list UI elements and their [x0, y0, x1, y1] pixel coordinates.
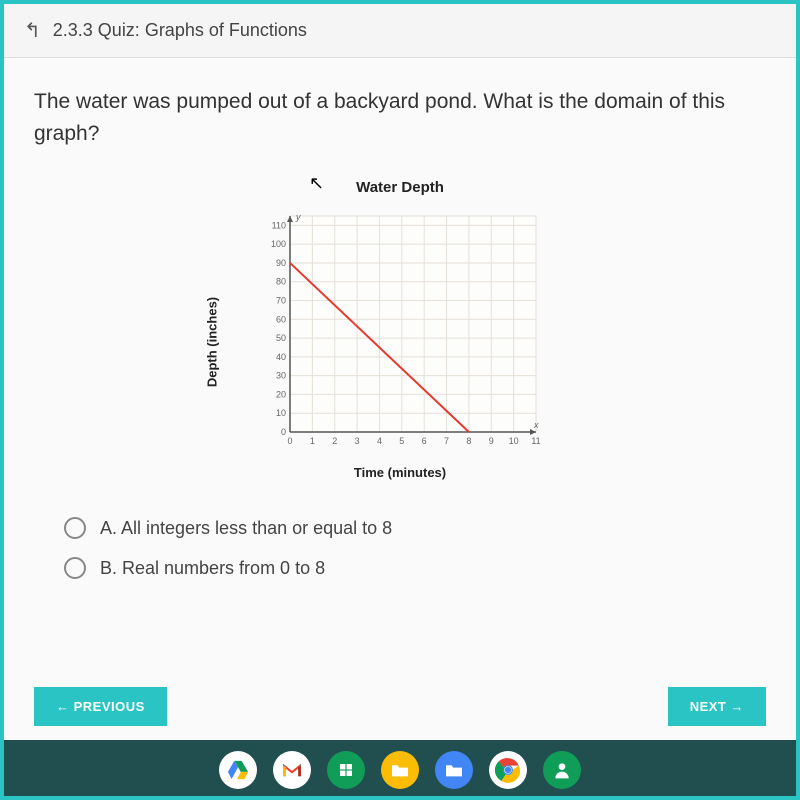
svg-text:1: 1: [310, 436, 315, 446]
svg-text:0: 0: [287, 436, 292, 446]
question-text: The water was pumped out of a backyard p…: [34, 86, 766, 149]
svg-text:11: 11: [531, 436, 540, 446]
chart-wrapper: Depth (inches) yx01020304050607080901001…: [250, 204, 550, 480]
radio-icon[interactable]: [64, 557, 86, 579]
svg-text:5: 5: [399, 436, 404, 446]
sheets-icon[interactable]: [327, 751, 365, 789]
svg-text:8: 8: [466, 436, 471, 446]
answer-b-label: B. Real numbers from 0 to 8: [100, 558, 325, 579]
svg-text:10: 10: [509, 436, 519, 446]
taskbar: [4, 740, 796, 796]
svg-text:10: 10: [276, 408, 286, 418]
drive-icon[interactable]: [219, 751, 257, 789]
svg-text:20: 20: [276, 389, 286, 399]
radio-icon[interactable]: [64, 517, 86, 539]
page-container: ↰ 2.3.3 Quiz: Graphs of Functions The wa…: [4, 4, 796, 740]
x-axis-label: Time (minutes): [250, 465, 550, 480]
svg-text:4: 4: [377, 436, 382, 446]
svg-text:60: 60: [276, 314, 286, 324]
svg-text:70: 70: [276, 296, 286, 306]
user-icon[interactable]: [543, 751, 581, 789]
answer-option-a[interactable]: A. All integers less than or equal to 8: [64, 517, 766, 539]
svg-text:x: x: [533, 420, 539, 430]
svg-text:100: 100: [271, 239, 286, 249]
chart-container: Water Depth Depth (inches) yx01020304050…: [34, 179, 766, 482]
chart-title: Water Depth: [34, 179, 766, 196]
line-chart: y x 0 10 20 30 40 50 60 70 80 90 100 110 0 1 2 3 4 5 6 7 8 9 10 1…: [250, 204, 550, 454]
answer-option-b[interactable]: B. Real numbers from 0 to 8: [64, 557, 766, 579]
svg-text:50: 50: [276, 333, 286, 343]
svg-text:40: 40: [276, 352, 286, 362]
browser-frame: ↰ 2.3.3 Quiz: Graphs of Functions The wa…: [0, 0, 800, 800]
folder-icon[interactable]: [435, 751, 473, 789]
svg-text:6: 6: [422, 436, 427, 446]
back-arrow-icon[interactable]: ↰: [24, 18, 41, 43]
files-icon[interactable]: [381, 751, 419, 789]
answer-list: A. All integers less than or equal to 8 …: [64, 517, 766, 579]
svg-text:2: 2: [332, 436, 337, 446]
svg-text:7: 7: [444, 436, 449, 446]
svg-text:y: y: [295, 212, 301, 222]
svg-text:80: 80: [276, 277, 286, 287]
answer-a-label: A. All integers less than or equal to 8: [100, 518, 392, 539]
cursor-icon: ↖: [309, 173, 324, 194]
next-button[interactable]: NEXT →: [668, 687, 766, 726]
breadcrumb: 2.3.3 Quiz: Graphs of Functions: [53, 20, 307, 41]
previous-button[interactable]: ← PREVIOUS: [34, 687, 167, 726]
svg-text:90: 90: [276, 258, 286, 268]
svg-text:110: 110: [272, 220, 286, 230]
y-axis-label: Depth (inches): [205, 297, 220, 387]
gmail-icon[interactable]: [273, 751, 311, 789]
content-area: The water was pumped out of a backyard p…: [4, 58, 796, 740]
svg-text:9: 9: [489, 436, 494, 446]
chrome-icon[interactable]: [489, 751, 527, 789]
svg-text:30: 30: [276, 371, 286, 381]
svg-text:3: 3: [355, 436, 360, 446]
nav-buttons: ← PREVIOUS NEXT →: [34, 687, 766, 726]
quiz-header: ↰ 2.3.3 Quiz: Graphs of Functions: [4, 4, 796, 58]
svg-text:0: 0: [281, 427, 286, 437]
